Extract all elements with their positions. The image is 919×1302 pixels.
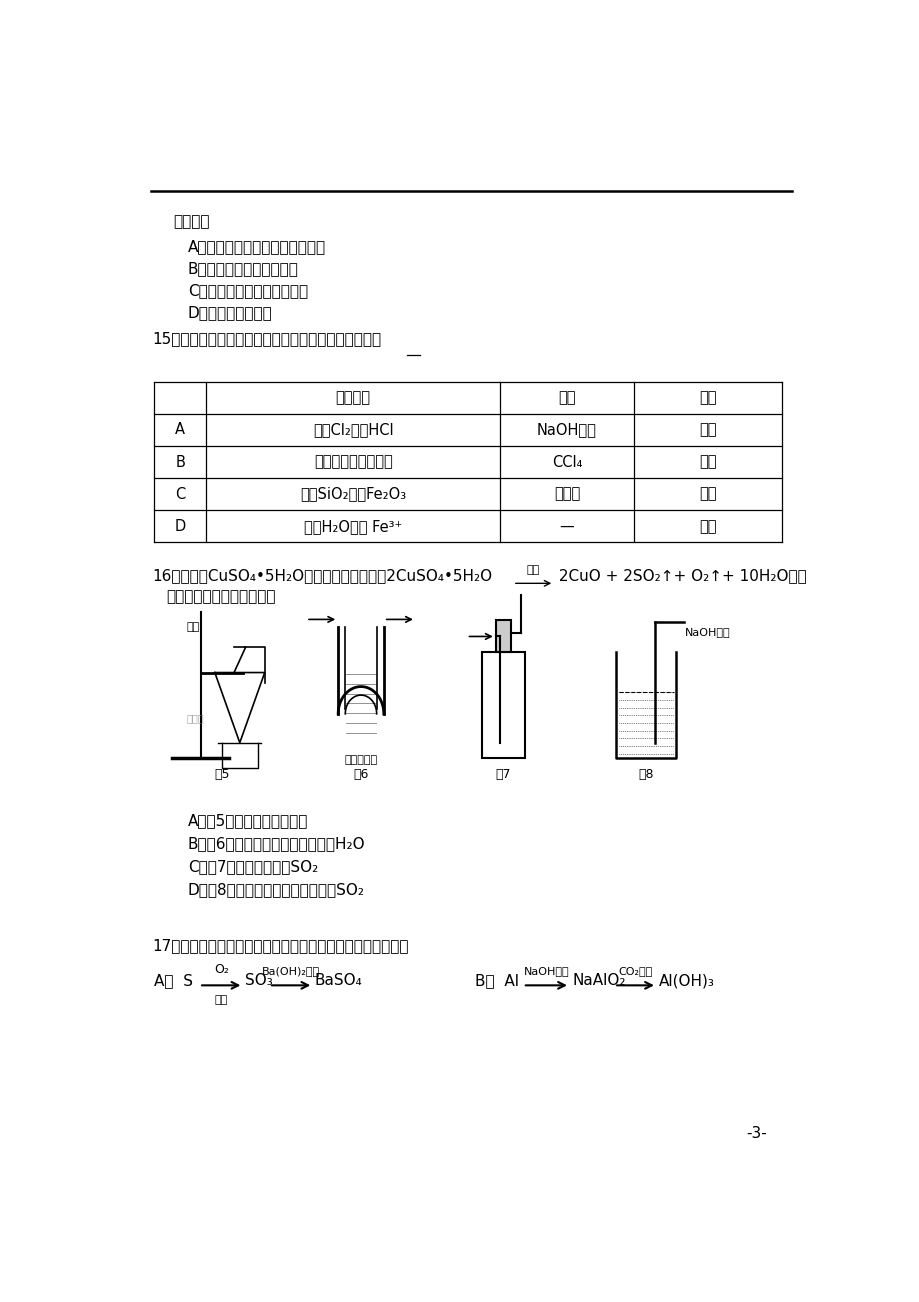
- Text: 除去Cl₂中的HCl: 除去Cl₂中的HCl: [312, 422, 393, 437]
- Text: CO₂过量: CO₂过量: [618, 966, 652, 976]
- Text: 提取溴水中的溴单质: 提取溴水中的溴单质: [313, 454, 392, 470]
- Text: 图7: 图7: [495, 768, 511, 781]
- Text: 胆矾: 胆矾: [186, 622, 199, 633]
- Text: 分离提纯: 分离提纯: [335, 391, 370, 405]
- Text: A: A: [175, 422, 185, 437]
- Text: 高温: 高温: [527, 565, 539, 575]
- Bar: [496, 621, 510, 652]
- Text: Ba(OH)₂溶液: Ba(OH)₂溶液: [262, 966, 320, 976]
- Text: 2CuO + 2SO₂↑+ O₂↑+ 10H₂O。下: 2CuO + 2SO₂↑+ O₂↑+ 10H₂O。下: [553, 568, 806, 583]
- Text: 稀盐酸: 稀盐酸: [553, 487, 580, 501]
- Text: -3-: -3-: [745, 1126, 766, 1141]
- Text: 图6: 图6: [353, 768, 369, 781]
- Text: 17．在给定条件下，下列选项所示的物质间转化均能实现的是: 17．在给定条件下，下列选项所示的物质间转化均能实现的是: [152, 939, 408, 953]
- Text: 试剂: 试剂: [558, 391, 575, 405]
- Text: 洗气: 洗气: [698, 422, 716, 437]
- Text: NaOH溶液: NaOH溶液: [537, 422, 596, 437]
- Text: A．  S: A． S: [154, 974, 193, 988]
- Text: 蒸馏: 蒸馏: [698, 518, 716, 534]
- Text: O₂: O₂: [213, 963, 229, 976]
- Text: 16．胆矾（CuSO₄•5H₂O）高温时发生反应：2CuSO₄•5H₂O: 16．胆矾（CuSO₄•5H₂O）高温时发生反应：2CuSO₄•5H₂O: [152, 568, 492, 583]
- Text: NaOH溶液: NaOH溶液: [523, 966, 569, 976]
- Text: 点燃: 点燃: [214, 995, 228, 1005]
- Text: NaAlO₂: NaAlO₂: [572, 974, 625, 988]
- Text: NaOH溶液: NaOH溶液: [685, 628, 730, 638]
- Text: SO₃: SO₃: [245, 974, 273, 988]
- Text: BaSO₄: BaSO₄: [314, 974, 362, 988]
- Text: 图5: 图5: [214, 768, 230, 781]
- Text: 偏大的是: 偏大的是: [174, 215, 210, 229]
- Text: —: —: [559, 518, 573, 534]
- Text: 图8: 图8: [638, 768, 653, 781]
- Text: 列装置能达到实验目的的是: 列装置能达到实验目的的是: [166, 590, 276, 604]
- Text: A．称量时碳酸钠固体含有结晶水: A．称量时碳酸钠固体含有结晶水: [187, 240, 325, 254]
- Text: A．图5装置可用于胆矾分解: A．图5装置可用于胆矾分解: [187, 812, 308, 828]
- Text: Al(OH)₃: Al(OH)₃: [658, 974, 714, 988]
- Text: B．移液时有液滴洒落瓶外: B．移液时有液滴洒落瓶外: [187, 262, 299, 276]
- Text: C: C: [175, 487, 185, 501]
- Text: 除去H₂O中的 Fe³⁺: 除去H₂O中的 Fe³⁺: [303, 518, 402, 534]
- Text: 过滤: 过滤: [698, 487, 716, 501]
- Text: CCl₄: CCl₄: [551, 454, 582, 470]
- Text: C．定容时俯视容量瓶刻度线: C．定容时俯视容量瓶刻度线: [187, 284, 308, 298]
- Text: 萃取: 萃取: [698, 454, 716, 470]
- Text: B．  Al: B． Al: [474, 974, 518, 988]
- Text: B．图6装置可用于检验产物是否含H₂O: B．图6装置可用于检验产物是否含H₂O: [187, 836, 365, 852]
- Bar: [482, 652, 525, 758]
- Text: 方法: 方法: [698, 391, 716, 405]
- Text: B: B: [176, 454, 185, 470]
- Text: 15．分离提纯下列物质时选用的试剂或方法不正确的是: 15．分离提纯下列物质时选用的试剂或方法不正确的是: [152, 331, 380, 346]
- Text: 正确云: 正确云: [186, 712, 204, 723]
- Text: D．容量瓶没有干燥: D．容量瓶没有干燥: [187, 306, 272, 320]
- Text: 无水氯化钙: 无水氯化钙: [344, 755, 377, 764]
- Text: C．图7装置可用于收集SO₂: C．图7装置可用于收集SO₂: [187, 859, 318, 874]
- Text: D: D: [175, 518, 186, 534]
- Text: D．图8装置可用于吸收胆矾分解的SO₂: D．图8装置可用于吸收胆矾分解的SO₂: [187, 881, 364, 897]
- Text: 除去SiO₂中的Fe₂O₃: 除去SiO₂中的Fe₂O₃: [300, 487, 406, 501]
